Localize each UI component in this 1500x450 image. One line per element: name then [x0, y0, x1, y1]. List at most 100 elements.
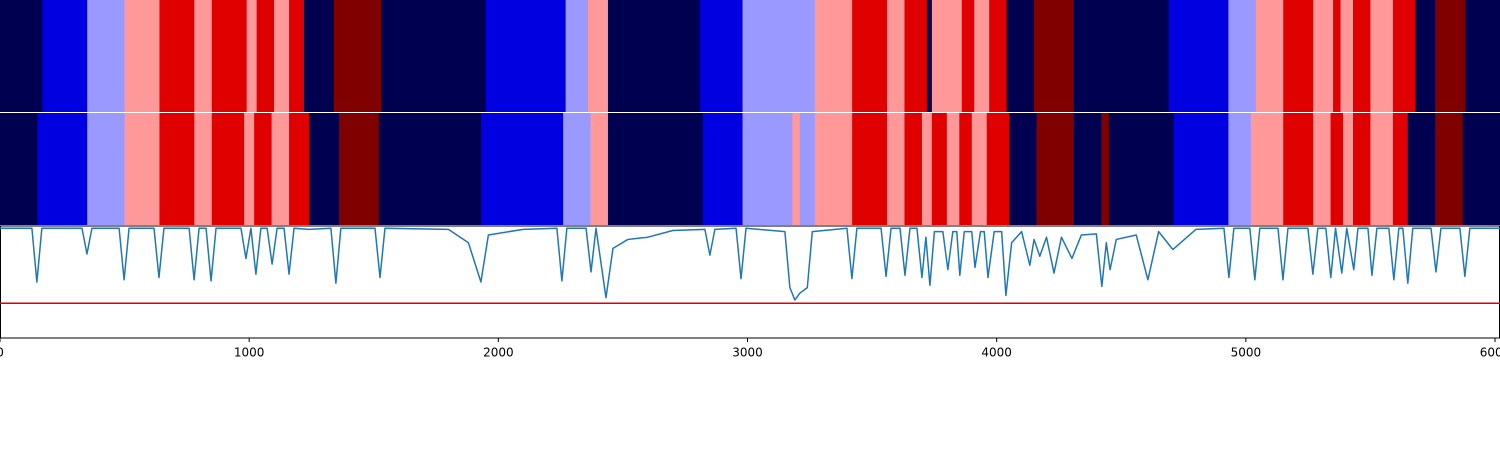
- segment: [244, 113, 255, 225]
- segment: [702, 113, 743, 225]
- segment: [742, 113, 793, 225]
- segment: [852, 0, 888, 112]
- segment: [852, 113, 888, 225]
- segment: [974, 0, 990, 112]
- segment: [1283, 0, 1314, 112]
- segment: [159, 0, 195, 112]
- segment: [1034, 0, 1075, 112]
- segment: [289, 113, 310, 225]
- segment: [1352, 0, 1371, 112]
- segment: [931, 0, 963, 112]
- segment: [194, 113, 213, 225]
- x-tick-label: 0: [0, 346, 4, 360]
- segment: [1168, 0, 1229, 112]
- segment: [256, 0, 275, 112]
- segment: [1407, 113, 1436, 225]
- segment: [1006, 0, 1035, 112]
- segment: [1313, 113, 1331, 225]
- segment: [887, 0, 905, 112]
- segment: [485, 0, 567, 112]
- segment: [274, 0, 290, 112]
- segment: [1283, 113, 1314, 225]
- segment: [194, 0, 213, 112]
- segment: [1435, 113, 1464, 225]
- segment: [338, 113, 380, 225]
- segment: [971, 113, 988, 225]
- segment: [1333, 0, 1341, 112]
- segment: [1343, 113, 1354, 225]
- segment: [42, 0, 88, 112]
- segment: [0, 113, 38, 225]
- segment: [986, 113, 1010, 225]
- x-tick-label: 6000: [1480, 346, 1500, 360]
- segment: [1435, 0, 1466, 112]
- segment: [1330, 113, 1344, 225]
- segment: [1313, 0, 1334, 112]
- segment: [607, 0, 701, 112]
- segment: [1465, 0, 1500, 112]
- x-tick-label: 1000: [234, 346, 265, 360]
- segment: [1073, 0, 1170, 112]
- segment: [289, 0, 305, 112]
- segment: [921, 113, 933, 225]
- segment: [378, 113, 482, 225]
- segment: [814, 0, 853, 112]
- segment: [0, 0, 43, 112]
- segment: [1392, 0, 1416, 112]
- segment: [1173, 113, 1229, 225]
- segment: [124, 113, 160, 225]
- segment: [926, 0, 933, 112]
- segment: [989, 0, 1008, 112]
- segment: [961, 0, 975, 112]
- segment: [1009, 113, 1037, 225]
- segment: [308, 113, 340, 225]
- segment: [303, 0, 335, 112]
- segment: [124, 0, 160, 112]
- segment: [87, 0, 125, 112]
- segment: [1108, 113, 1174, 225]
- segment: [271, 113, 290, 225]
- segment: [37, 113, 88, 225]
- segment: [1370, 0, 1394, 112]
- segment: [211, 113, 245, 225]
- segment: [1101, 113, 1110, 225]
- segment: [1228, 113, 1252, 225]
- segment: [1392, 113, 1409, 225]
- segment: [1073, 113, 1102, 225]
- segment: [931, 113, 948, 225]
- segment: [588, 0, 609, 112]
- x-tick-label: 3000: [732, 346, 763, 360]
- segment: [1462, 113, 1500, 225]
- segment: [1250, 113, 1284, 225]
- segment: [1255, 0, 1284, 112]
- segment: [590, 113, 609, 225]
- segment: [1036, 113, 1075, 225]
- segment: [254, 113, 272, 225]
- segment: [742, 0, 816, 112]
- x-tick-label: 5000: [1231, 346, 1262, 360]
- segment: [946, 113, 960, 225]
- signal-line: [0, 227, 1500, 301]
- segment: [904, 0, 928, 112]
- segment: [1370, 113, 1394, 225]
- segment: [1228, 0, 1257, 112]
- segment: [480, 113, 564, 225]
- x-tick-label: 2000: [483, 346, 514, 360]
- segment: [887, 113, 905, 225]
- segment: [333, 0, 382, 112]
- line-panel: [0, 225, 1500, 339]
- segment: [814, 113, 853, 225]
- segment: [959, 113, 973, 225]
- segment: [799, 113, 816, 225]
- segment: [1340, 0, 1354, 112]
- segment: [87, 113, 125, 225]
- segment: [246, 0, 258, 112]
- segment: [700, 0, 743, 112]
- segment: [1352, 113, 1371, 225]
- segment: [159, 113, 195, 225]
- segment: [381, 0, 487, 112]
- segment: [792, 113, 801, 225]
- segment: [563, 113, 591, 225]
- segment: [607, 113, 704, 225]
